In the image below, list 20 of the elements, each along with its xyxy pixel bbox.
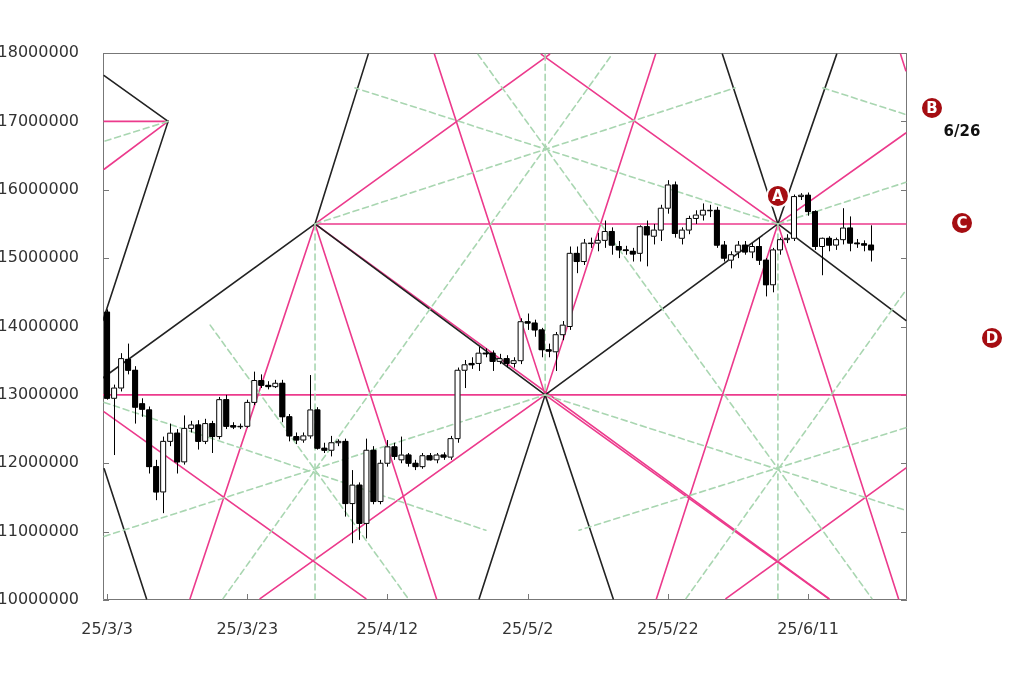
x-tick-label: 25/3/23 xyxy=(216,618,279,638)
text: C xyxy=(956,213,968,232)
text: 6/26 xyxy=(943,121,981,140)
text: B xyxy=(926,98,938,117)
y-tick-label: 18000000 xyxy=(0,42,79,62)
y-tick-label: 12000000 xyxy=(0,452,79,472)
y-tick-label: 14000000 xyxy=(0,315,79,335)
x-tick-label: 25/5/22 xyxy=(636,618,699,638)
annotation: A xyxy=(772,186,785,205)
x-tick-label: 25/6/11 xyxy=(777,618,839,638)
y-tick-label: 15000000 xyxy=(0,247,79,267)
y-tick-label: 11000000 xyxy=(0,520,79,540)
y-tick-label: 10000000 xyxy=(0,589,79,609)
y-tick-label: 17000000 xyxy=(0,110,79,130)
y-tick-label: 16000000 xyxy=(0,178,79,198)
text: D xyxy=(985,328,999,347)
y-tick-label: 13000000 xyxy=(0,384,79,404)
x-tick-label: 25/3/3 xyxy=(81,618,133,638)
x-tick-label: 25/4/12 xyxy=(356,618,419,638)
x-tick-label: 25/5/2 xyxy=(501,618,554,638)
